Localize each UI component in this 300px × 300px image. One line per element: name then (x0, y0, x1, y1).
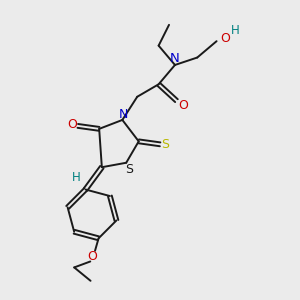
Text: S: S (161, 138, 169, 152)
Text: H: H (72, 170, 81, 184)
Text: H: H (231, 24, 239, 37)
Text: O: O (220, 32, 230, 45)
Text: N: N (170, 52, 180, 65)
Text: S: S (125, 163, 133, 176)
Text: O: O (88, 250, 98, 262)
Text: O: O (178, 99, 188, 112)
Text: O: O (68, 118, 77, 131)
Text: N: N (119, 108, 128, 121)
